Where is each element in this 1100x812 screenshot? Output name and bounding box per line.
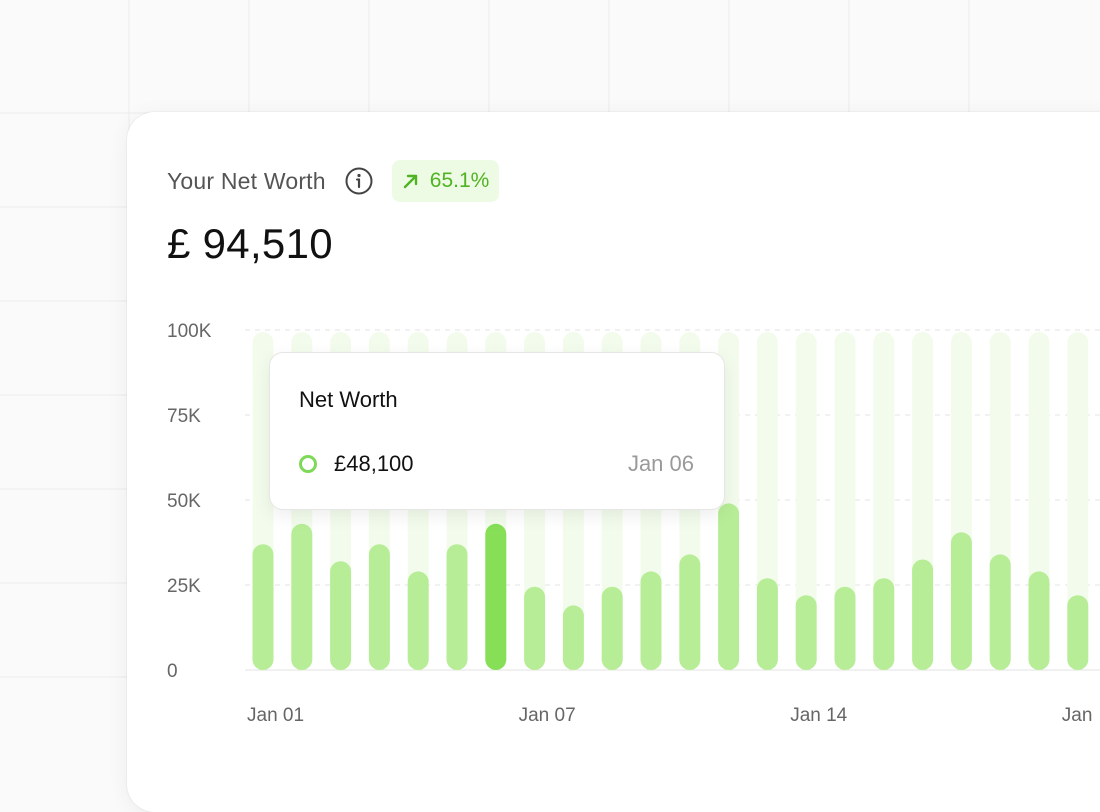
net-worth-card: Your Net Worth 65.1% £ 94,510 0 25K 50K 75K… — [127, 112, 1100, 812]
x-tick-label: Jan 01 — [247, 705, 304, 726]
bar[interactable] — [1028, 571, 1050, 670]
bar[interactable] — [485, 523, 507, 670]
bar[interactable] — [407, 571, 429, 670]
y-tick-label: 50K — [167, 491, 201, 512]
bar[interactable] — [601, 586, 623, 670]
card-header: Your Net Worth 65.1% — [167, 160, 500, 202]
bar[interactable] — [368, 544, 390, 670]
tooltip-date: Jan 06 — [627, 451, 694, 476]
y-tick-label: 0 — [167, 661, 178, 682]
change-value: 65.1% — [429, 169, 490, 192]
bar[interactable] — [950, 532, 972, 670]
bar[interactable] — [679, 554, 701, 670]
change-badge: 65.1% — [391, 160, 500, 202]
chart-gridlines — [245, 329, 1100, 671]
bars — [252, 503, 1089, 671]
bar-track — [1067, 332, 1089, 670]
bar[interactable] — [330, 561, 352, 670]
tooltip-value: £48,100 — [334, 451, 414, 476]
x-tick-label: Jan 14 — [790, 705, 847, 726]
bar[interactable] — [640, 571, 662, 670]
tooltip-row: £48,100 Jan 06 — [299, 451, 694, 477]
card-title: Your Net Worth — [167, 167, 326, 194]
chart-tooltip: Net Worth £48,100 Jan 06 — [269, 352, 725, 510]
y-tick-label: 75K — [167, 406, 201, 427]
bar-track — [834, 332, 856, 670]
x-tick-label: Jan 07 — [519, 705, 576, 726]
bar[interactable] — [873, 578, 895, 670]
info-icon[interactable] — [344, 166, 374, 196]
arrow-up-right-icon — [400, 170, 422, 192]
bar[interactable] — [252, 544, 274, 670]
x-axis-labels: Jan 01 Jan 07 Jan 14 Jan — [247, 705, 1092, 726]
bar[interactable] — [562, 605, 584, 670]
bar[interactable] — [795, 595, 817, 670]
bar[interactable] — [834, 586, 856, 670]
bar[interactable] — [989, 554, 1011, 670]
bar[interactable] — [446, 544, 468, 670]
tooltip-title: Net Worth — [299, 387, 398, 412]
bar[interactable] — [291, 523, 313, 670]
bar[interactable] — [756, 578, 778, 670]
bar[interactable] — [1067, 595, 1089, 670]
bar[interactable] — [912, 559, 934, 671]
series-dot-icon — [299, 455, 317, 473]
x-tick-label: Jan — [1062, 705, 1093, 726]
y-tick-label: 100K — [167, 321, 212, 342]
net-worth-value: £ 94,510 — [167, 220, 333, 267]
bar[interactable] — [718, 503, 740, 670]
y-axis-labels: 0 25K 50K 75K 100K — [167, 321, 212, 682]
bar[interactable] — [524, 586, 546, 670]
y-tick-label: 25K — [167, 576, 201, 597]
bar-track — [795, 332, 817, 670]
